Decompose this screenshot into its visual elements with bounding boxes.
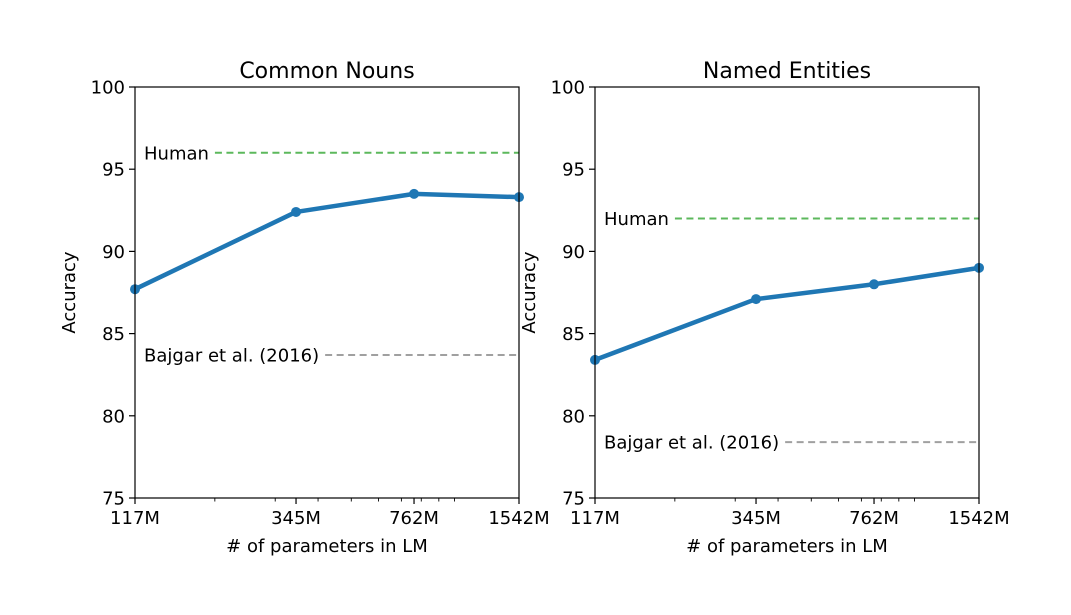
series-line-1	[135, 194, 519, 289]
y-tick-label: 85	[562, 324, 585, 345]
reference-label-2: Bajgar et al. (2016)	[144, 345, 319, 366]
chart-panel-1: Human Bajgar et al. (2016) 75 80 85 90 95 100 11…	[59, 59, 550, 557]
chart-title: Named Entities	[703, 59, 871, 84]
data-point-2	[751, 294, 761, 304]
y-tick-label: 85	[102, 324, 125, 345]
reference-label-2: Bajgar et al. (2016)	[604, 433, 779, 454]
series-line-1	[595, 268, 979, 360]
y-tick-label: 75	[102, 489, 125, 510]
x-tick-label: 762M	[849, 508, 899, 529]
reference-label-1: Human	[144, 143, 209, 164]
chart-panel-2: Human Bajgar et al. (2016) 75 80 85 90 95 100 11…	[519, 59, 1010, 557]
x-tick-label: 345M	[731, 508, 781, 529]
x-tick-label: 762M	[389, 508, 439, 529]
y-tick-label: 100	[551, 78, 585, 99]
y-axis-label: Accuracy	[59, 251, 80, 334]
y-tick-label: 80	[562, 406, 585, 427]
y-axis-label: Accuracy	[519, 251, 540, 334]
x-tick-label: 117M	[110, 508, 160, 529]
y-tick-label: 95	[562, 160, 585, 181]
data-point-2	[291, 207, 301, 217]
x-tick-label: 1542M	[488, 508, 549, 529]
y-tick-label: 100	[91, 78, 125, 99]
x-tick-label: 1542M	[948, 508, 1009, 529]
y-tick-label: 80	[102, 406, 125, 427]
y-tick-label: 95	[102, 160, 125, 181]
y-tick-label: 90	[102, 242, 125, 263]
data-point-3	[869, 279, 879, 289]
x-axis-label: # of parameters in LM	[686, 536, 888, 557]
reference-label-1: Human	[604, 209, 669, 230]
y-tick-label: 90	[562, 242, 585, 263]
y-tick-label: 75	[562, 489, 585, 510]
x-axis-label: # of parameters in LM	[226, 536, 428, 557]
data-point-3	[409, 189, 419, 199]
chart-title: Common Nouns	[239, 59, 414, 84]
x-tick-label: 117M	[570, 508, 620, 529]
x-tick-label: 345M	[271, 508, 321, 529]
